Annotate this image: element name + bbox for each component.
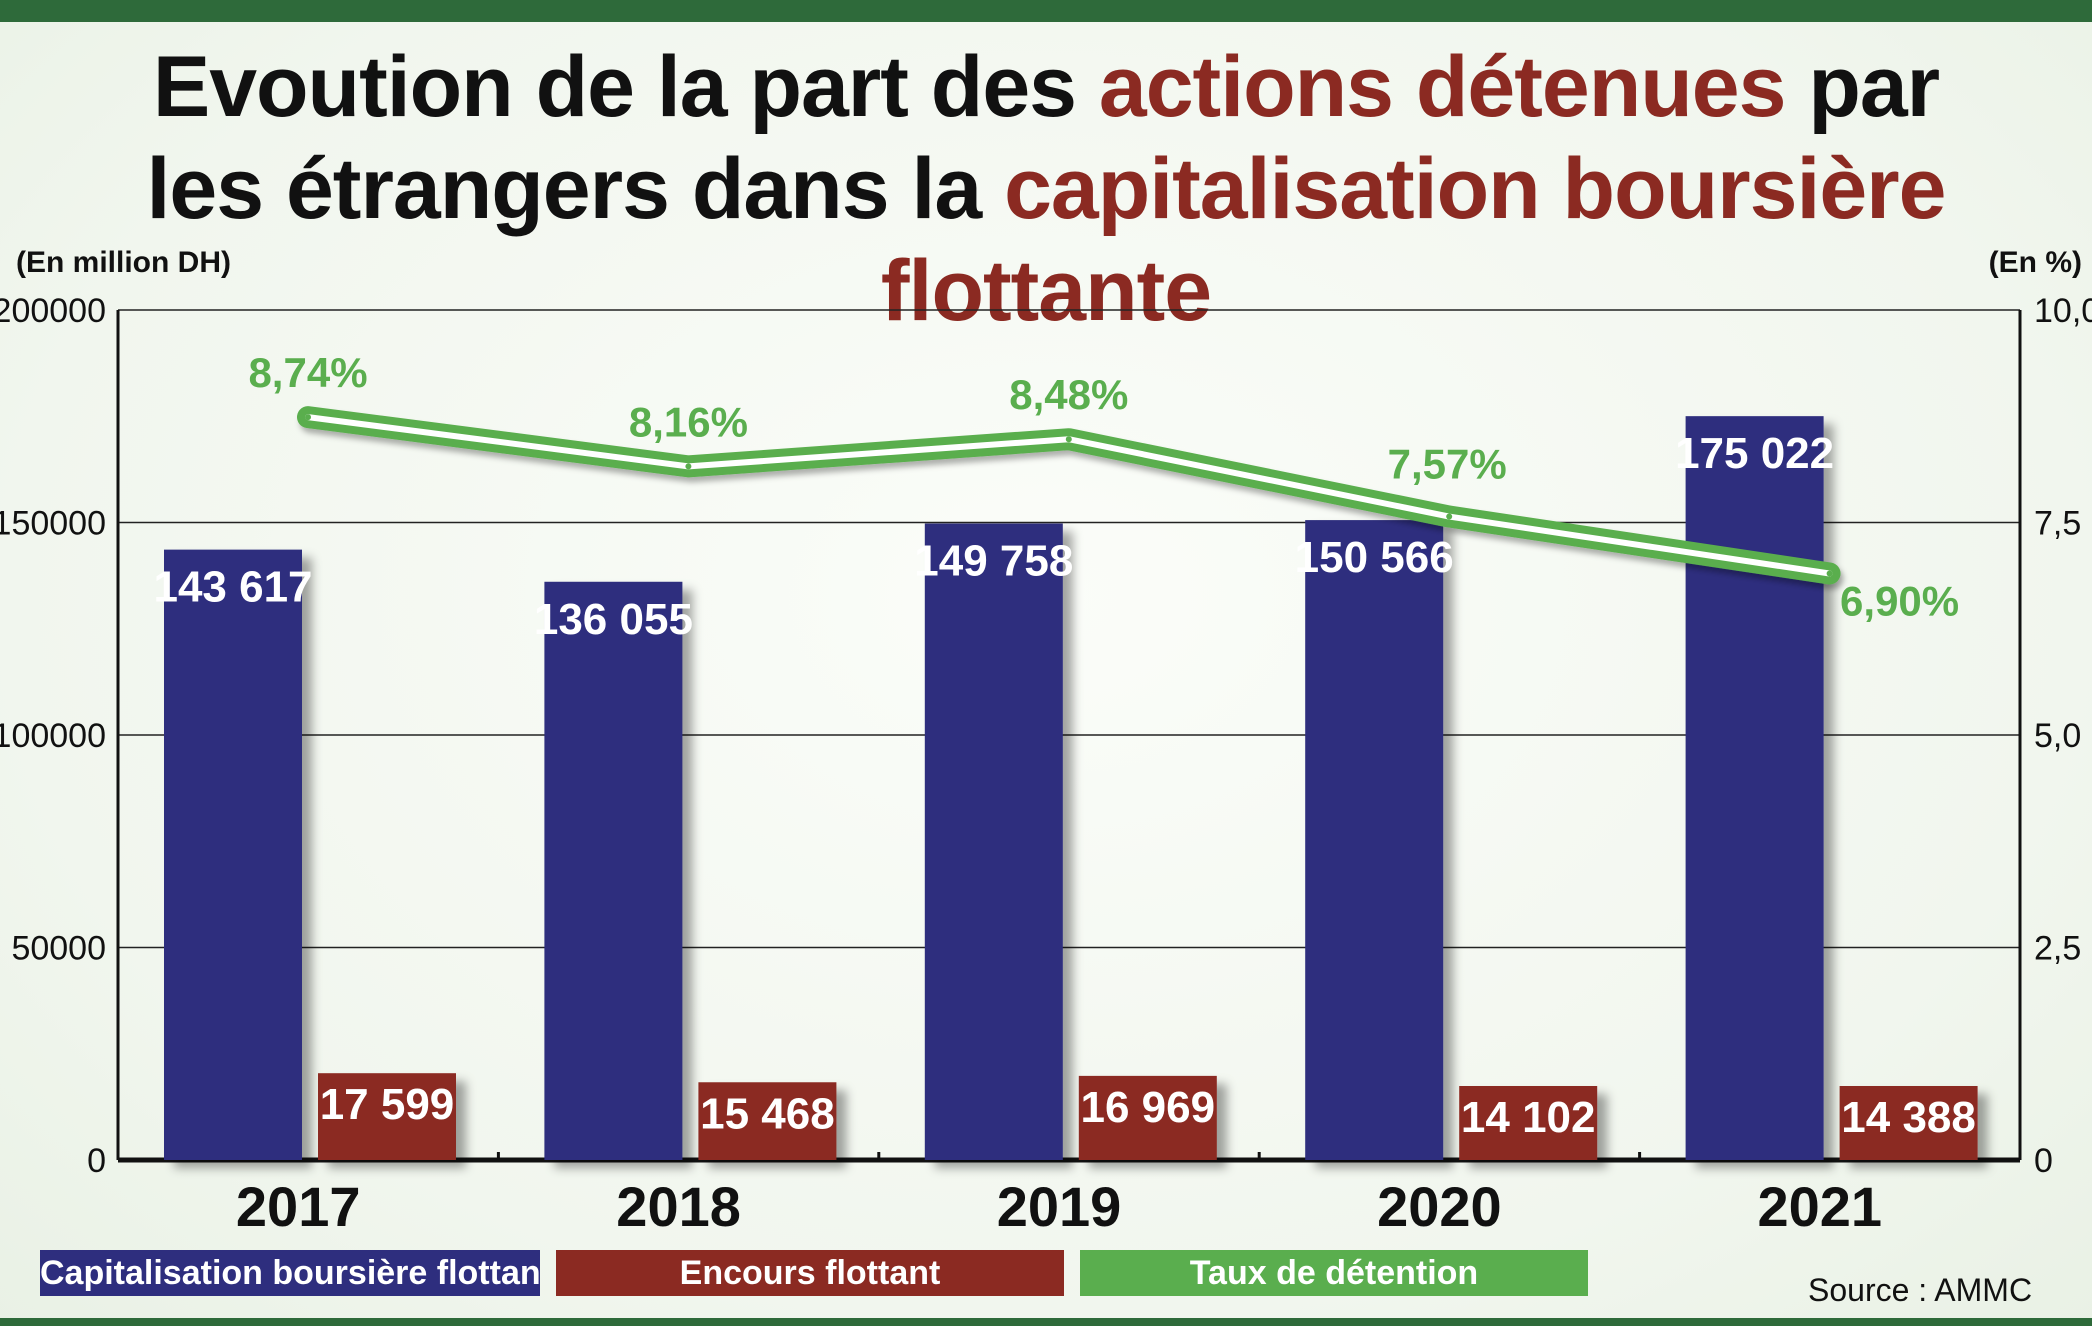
bar-capitalisation: [544, 581, 683, 1160]
right-tick-label: 0: [2034, 1142, 2053, 1180]
bar-label-capitalisation: 150 566: [1295, 533, 1454, 582]
bar-label-encours: 14 388: [1841, 1093, 1976, 1142]
bar-label-capitalisation: 175 022: [1675, 429, 1834, 478]
rate-label: 8,74%: [248, 349, 367, 396]
bar-capitalisation: [924, 523, 1063, 1160]
bar-capitalisation: [1305, 520, 1444, 1160]
rate-label: 6,90%: [1840, 578, 1959, 625]
legend-capitalisation-label: Capitalisation boursière flottante: [40, 1254, 540, 1292]
right-tick-label: 5,0: [2034, 717, 2081, 755]
rate-line: [297, 406, 1841, 585]
title-line2-accent: capitalisation boursière flottante: [880, 141, 1947, 339]
left-axis-unit: (En million DH): [16, 246, 231, 279]
title-line1-text-a: Evoution de la part des: [152, 39, 1099, 135]
x-tick-label: 2020: [1377, 1175, 1502, 1238]
bar-encours: [1459, 1086, 1598, 1160]
bar-encours: [1839, 1086, 1978, 1160]
left-tick-label: 50000: [11, 930, 106, 968]
x-tick-label: 2017: [236, 1175, 361, 1238]
rate-point: [305, 414, 311, 421]
title-line2-text-a: les étrangers dans la: [146, 141, 1005, 237]
legend-taux-label: Taux de détention: [1189, 1254, 1479, 1292]
title-line-2: les étrangers dans la capitalisation bou…: [0, 138, 2092, 342]
source-note: Source : AMMC: [1808, 1272, 2033, 1308]
bar-label-capitalisation: 143 617: [153, 563, 312, 612]
title-line1-accent: actions détenues: [1098, 39, 1787, 135]
x-tick-label: 2021: [1758, 1175, 1883, 1238]
bar-label-encours: 15 468: [700, 1089, 835, 1138]
left-tick-label: 0: [87, 1142, 106, 1180]
legend-taux: Taux de détention: [1080, 1250, 1588, 1296]
rate-label: 8,48%: [1009, 371, 1128, 418]
left-tick-label: 200000: [0, 292, 106, 330]
x-tick-label: 2018: [616, 1175, 741, 1238]
bar-label-encours: 16 969: [1081, 1083, 1216, 1132]
bar-label-encours: 14 102: [1461, 1093, 1596, 1142]
rate-label: 7,57%: [1388, 441, 1507, 488]
right-tick-label: 7,5: [2034, 505, 2081, 543]
left-tick-label: 150000: [0, 505, 106, 543]
bar-label-capitalisation: 149 758: [914, 537, 1073, 586]
bar-label-capitalisation: 136 055: [534, 595, 693, 644]
rate-label: 8,16%: [629, 398, 748, 445]
legend-capitalisation: Capitalisation boursière flottante: [40, 1250, 540, 1296]
bar-capitalisation: [1685, 416, 1824, 1160]
legend-encours: Encours flottant: [556, 1250, 1064, 1296]
left-tick-label: 100000: [0, 717, 106, 755]
rate-point: [1826, 570, 1833, 577]
bar-encours: [1078, 1075, 1217, 1160]
right-axis-unit: (En %): [1989, 246, 2082, 279]
title-line1-text-b: par: [1785, 39, 1940, 135]
rate-point: [1446, 513, 1453, 520]
frame-bottom-border: [0, 1318, 2092, 1326]
rate-point: [685, 463, 692, 470]
right-tick-label: 2,5: [2034, 930, 2081, 968]
frame-top-border: [0, 0, 2092, 22]
title-line-1: Evoution de la part des actions détenues…: [0, 36, 2092, 138]
x-tick-label: 2019: [997, 1175, 1122, 1238]
bar-encours: [318, 1073, 456, 1160]
bars: [164, 416, 1978, 1160]
bar-capitalisation: [164, 549, 302, 1160]
bar-label-encours: 17 599: [320, 1080, 455, 1129]
right-tick-label: 10,0: [2034, 292, 2092, 330]
bar-encours: [698, 1082, 837, 1160]
rate-point: [1065, 436, 1072, 443]
chart-title: Evoution de la part des actions détenues…: [0, 36, 2092, 342]
legend-encours-label: Encours flottant: [679, 1254, 941, 1292]
data-labels: 143 617 17 599 2017 136 055 15 468 2018 149 75…: [153, 349, 1975, 1238]
